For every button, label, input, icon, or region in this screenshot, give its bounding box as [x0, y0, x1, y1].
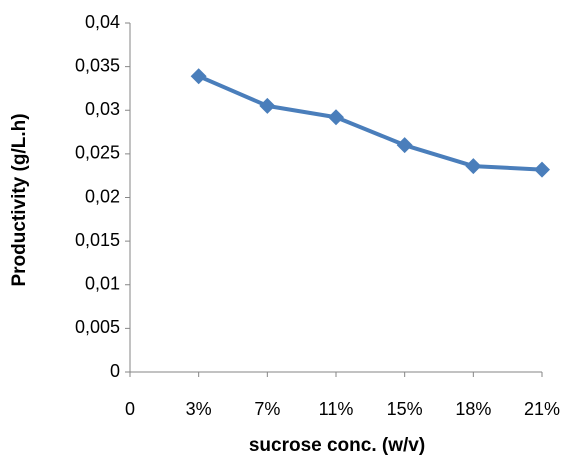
marker: [259, 97, 276, 114]
y-tick-label: 0,01: [85, 274, 120, 294]
marker: [396, 137, 413, 154]
y-tick-label: 0,02: [85, 186, 120, 206]
x-tick-label: 7%: [254, 399, 280, 419]
x-axis-title: sucrose conc. (w/v): [249, 435, 425, 456]
y-tick-label: 0,015: [75, 230, 120, 250]
y-tick-label: 0,025: [75, 143, 120, 163]
marker: [465, 158, 482, 175]
x-tick-label: 15%: [387, 399, 423, 419]
y-tick-label: 0,035: [75, 55, 120, 75]
x-tick-label: 3%: [186, 399, 212, 419]
x-tick-label: 21%: [524, 399, 560, 419]
y-axis-title: Productivity (g/L.h): [9, 113, 30, 286]
marker: [534, 161, 550, 178]
x-tick-label: 0: [125, 399, 135, 419]
y-tick-label: 0,03: [85, 99, 120, 119]
x-tick-label: 11%: [319, 399, 354, 419]
series-line: [197, 74, 543, 172]
y-tick-label: 0: [110, 361, 120, 381]
marker: [328, 109, 344, 126]
y-tick-label: 0,04: [85, 12, 120, 32]
x-tick-label: 18%: [455, 399, 491, 419]
y-tick-label: 0,005: [75, 317, 120, 337]
marker: [190, 68, 207, 85]
